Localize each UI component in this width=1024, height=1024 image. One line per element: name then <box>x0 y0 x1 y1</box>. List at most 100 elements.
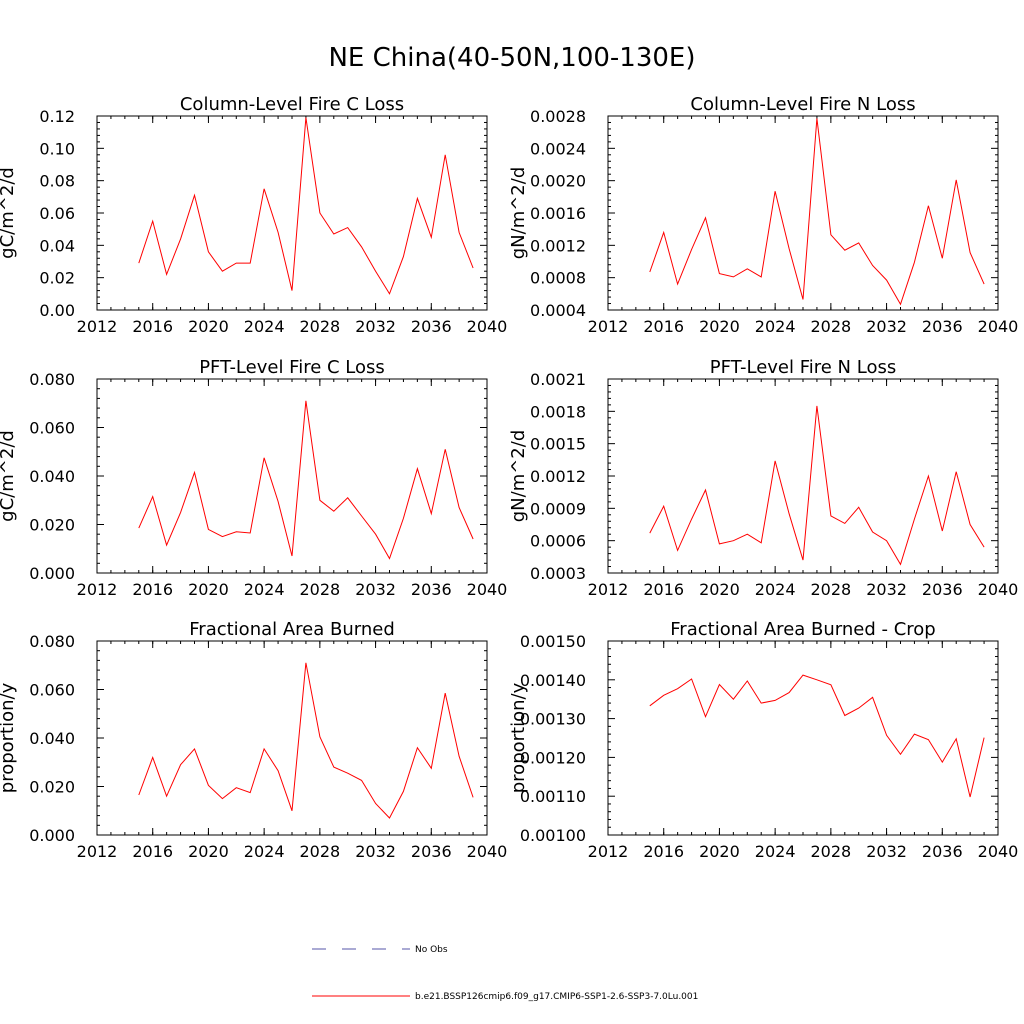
y-tick-label: 0.000 <box>29 564 75 583</box>
x-tick-label: 2032 <box>866 580 907 599</box>
x-tick-label: 2032 <box>355 317 396 336</box>
x-tick-label: 2036 <box>922 317 963 336</box>
y-axis-label: gC/m^2/d <box>0 430 18 522</box>
series-line-1 <box>649 118 985 306</box>
x-tick-label: 2012 <box>588 580 629 599</box>
y-tick-label: 0.00110 <box>520 787 586 806</box>
y-tick-label: 0.0020 <box>530 172 586 191</box>
y-axis-label: gN/m^2/d <box>508 167 529 260</box>
x-tick-label: 2016 <box>643 580 684 599</box>
plot-frame <box>607 115 999 311</box>
panel-6: Fractional Area Burned - Crop proportion/… <box>508 619 1018 861</box>
x-tick-label: 2032 <box>866 317 907 336</box>
x-tick-label: 2024 <box>244 317 285 336</box>
y-tick-label: 0.0004 <box>530 301 586 320</box>
y-tick-label: 0.020 <box>29 778 75 797</box>
y-tick-label: 0.0016 <box>530 204 586 223</box>
x-tick-label: 2012 <box>77 317 118 336</box>
y-tick-label: 0.040 <box>29 729 75 748</box>
x-tick-label: 2016 <box>643 317 684 336</box>
y-axis-label: proportion/y <box>508 682 529 793</box>
x-tick-label: 2040 <box>467 317 508 336</box>
y-tick-label: 0.00100 <box>520 826 586 845</box>
y-tick-label: 0.04 <box>39 236 75 255</box>
x-tick-label: 2020 <box>699 317 740 336</box>
x-tick-label: 2028 <box>810 317 851 336</box>
plot-frame <box>607 378 999 574</box>
y-tick-label: 0.00120 <box>520 748 586 767</box>
x-tick-label: 2016 <box>132 580 173 599</box>
legend: No Obs b.e21.BSSP126cmip6.f09_g17.CMIP6-… <box>312 945 698 1002</box>
x-tick-label: 2012 <box>588 317 629 336</box>
plot-frame <box>96 115 488 311</box>
y-tick-label: 0.08 <box>39 172 75 191</box>
series-line-1 <box>138 117 474 295</box>
x-tick-label: 2012 <box>77 842 118 861</box>
panel-title: Column-Level Fire N Loss <box>690 94 915 115</box>
y-tick-label: 0.0009 <box>530 499 586 518</box>
y-tick-label: 0.0008 <box>530 269 586 288</box>
x-tick-label: 2028 <box>299 842 340 861</box>
x-tick-label: 2040 <box>978 580 1019 599</box>
panel-3: PFT-Level Fire C Loss gC/m^2/d 2012 2016 202… <box>0 357 507 599</box>
x-tick-label: 2016 <box>132 317 173 336</box>
x-tick-label: 2040 <box>467 842 508 861</box>
y-tick-label: 0.12 <box>39 107 75 126</box>
y-tick-label: 0.0015 <box>530 435 586 454</box>
x-tick-label: 2032 <box>355 842 396 861</box>
x-tick-label: 2024 <box>244 842 285 861</box>
x-tick-label: 2032 <box>355 580 396 599</box>
x-tick-label: 2036 <box>922 580 963 599</box>
x-tick-label: 2024 <box>755 580 796 599</box>
x-tick-label: 2032 <box>866 842 907 861</box>
x-tick-label: 2040 <box>978 842 1019 861</box>
x-tick-label: 2024 <box>755 317 796 336</box>
series-line-1 <box>649 674 985 798</box>
y-tick-label: 0.00150 <box>520 632 586 651</box>
x-tick-label: 2020 <box>188 317 229 336</box>
y-axis-label: proportion/y <box>0 682 18 793</box>
x-tick-label: 2036 <box>411 842 452 861</box>
x-tick-label: 2028 <box>810 580 851 599</box>
x-tick-label: 2036 <box>922 842 963 861</box>
panel-title: Column-Level Fire C Loss <box>180 94 404 115</box>
y-tick-label: 0.0024 <box>530 139 586 158</box>
series-line-1 <box>138 662 474 819</box>
panel-2: Column-Level Fire N Loss gN/m^2/d 2012 2016… <box>508 94 1018 336</box>
y-tick-label: 0.060 <box>29 681 75 700</box>
panel-1: Column-Level Fire C Loss gC/m^2/d 2012 2016… <box>0 94 507 336</box>
x-tick-label: 2020 <box>699 580 740 599</box>
x-tick-label: 2024 <box>755 842 796 861</box>
y-tick-label: 0.0018 <box>530 402 586 421</box>
x-tick-label: 2020 <box>699 842 740 861</box>
x-tick-label: 2036 <box>411 317 452 336</box>
y-tick-label: 0.080 <box>29 370 75 389</box>
x-tick-label: 2016 <box>643 842 684 861</box>
x-tick-label: 2012 <box>77 580 118 599</box>
panel-title: Fractional Area Burned - Crop <box>670 619 935 640</box>
y-tick-label: 0.080 <box>29 632 75 651</box>
y-tick-label: 0.0021 <box>530 370 586 389</box>
series-line-1 <box>649 405 985 566</box>
x-tick-label: 2040 <box>467 580 508 599</box>
panels: Column-Level Fire C Loss gC/m^2/d 2012 2016… <box>0 94 1018 861</box>
y-axis-label: gN/m^2/d <box>508 430 529 523</box>
x-tick-label: 2028 <box>299 317 340 336</box>
y-tick-label: 0.0028 <box>530 107 586 126</box>
x-tick-label: 2024 <box>244 580 285 599</box>
y-tick-label: 0.000 <box>29 826 75 845</box>
legend-label-no-obs: No Obs <box>415 945 448 955</box>
y-tick-label: 0.040 <box>29 467 75 486</box>
y-tick-label: 0.0006 <box>530 532 586 551</box>
x-tick-label: 2012 <box>588 842 629 861</box>
y-axis-label: gC/m^2/d <box>0 167 18 259</box>
series-line-1 <box>138 400 474 560</box>
x-tick-label: 2020 <box>188 580 229 599</box>
panel-title: PFT-Level Fire N Loss <box>710 357 896 378</box>
y-tick-label: 0.0012 <box>530 236 586 255</box>
panel-title: PFT-Level Fire C Loss <box>199 357 385 378</box>
panel-4: PFT-Level Fire N Loss gN/m^2/d 2012 2016 202… <box>508 357 1018 599</box>
y-tick-label: 0.020 <box>29 516 75 535</box>
y-tick-label: 0.0003 <box>530 564 586 583</box>
